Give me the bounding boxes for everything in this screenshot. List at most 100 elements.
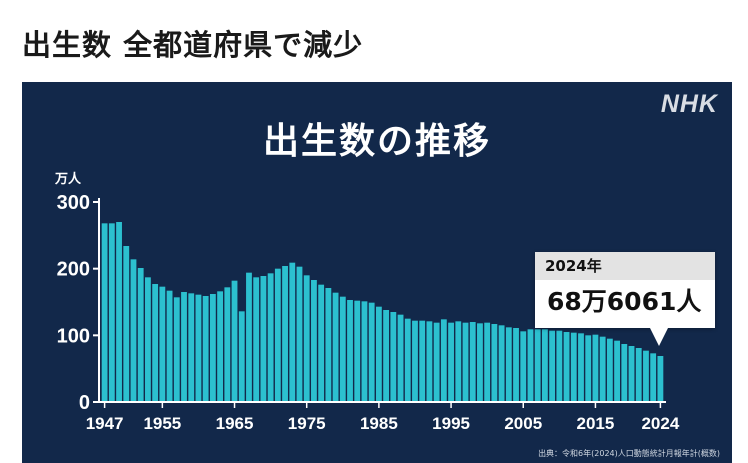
bar-1957 — [173, 297, 180, 402]
bar-2008 — [541, 329, 548, 402]
callout-value: 68万6061人 — [547, 287, 702, 316]
bar-2005 — [520, 331, 527, 402]
bar-1990 — [412, 320, 418, 402]
source-note: 出典：令和6年(2024)人口動態統計月報年計(概数) — [538, 449, 720, 458]
bar-2014 — [585, 335, 592, 402]
bar-2021 — [635, 348, 642, 402]
y-axis-unit: 万人 — [55, 172, 82, 187]
bar-2004 — [513, 328, 519, 402]
bar-1974 — [296, 266, 303, 402]
bar-1966 — [238, 311, 245, 402]
bar-1994 — [440, 319, 447, 402]
bar-1948 — [108, 223, 115, 402]
bar-1949 — [116, 222, 122, 402]
bar-2007 — [534, 329, 541, 402]
bar-1977 — [318, 284, 325, 402]
bar-2011 — [563, 332, 570, 402]
bar-1997 — [462, 322, 469, 402]
bar-1958 — [181, 292, 187, 402]
headline: 出生数 全都道府県で減少 — [22, 28, 364, 62]
bar-1970 — [267, 273, 274, 402]
bar-1984 — [368, 302, 375, 402]
bar-1969 — [260, 276, 267, 402]
bar-1982 — [354, 300, 361, 402]
x-tick-label-1965: 1965 — [216, 414, 254, 433]
bar-1987 — [390, 312, 397, 402]
bar-1992 — [426, 321, 433, 402]
bar-1972 — [282, 266, 288, 402]
bar-1981 — [347, 300, 353, 402]
bar-1985 — [375, 306, 382, 402]
bar-1991 — [419, 320, 426, 402]
bar-1961 — [202, 296, 209, 402]
chart-title: 出生数の推移 — [262, 121, 491, 162]
bar-1989 — [404, 318, 411, 402]
bar-1953 — [145, 277, 151, 402]
x-tick-label-1955: 1955 — [143, 414, 181, 433]
y-tick-label-0: 0 — [79, 392, 90, 414]
bar-1964 — [224, 287, 231, 402]
bar-1967 — [246, 272, 252, 402]
bar-1973 — [289, 262, 296, 402]
bar-1963 — [217, 291, 224, 402]
bar-2024 — [657, 356, 664, 402]
bar-1954 — [152, 284, 159, 402]
bar-2003 — [505, 327, 512, 402]
bar-2010 — [556, 330, 563, 402]
bar-2017 — [606, 338, 613, 402]
bar-1965 — [231, 280, 238, 402]
nhk-logo: NHK — [660, 90, 718, 118]
bar-2016 — [599, 336, 606, 402]
bar-2015 — [592, 334, 599, 402]
bar-series — [101, 222, 664, 402]
bar-1995 — [448, 322, 454, 402]
bar-1993 — [433, 322, 440, 402]
bar-2023 — [650, 353, 657, 402]
x-tick-label-1947: 1947 — [86, 414, 124, 433]
bar-1975 — [303, 275, 310, 402]
bar-1996 — [455, 321, 462, 402]
bar-1959 — [188, 293, 195, 402]
bar-1978 — [325, 288, 332, 402]
x-tick-label-1995: 1995 — [432, 414, 470, 433]
y-axis: 0 100 200 300 — [57, 192, 100, 414]
x-tick-label-2015: 2015 — [577, 414, 615, 433]
bar-1951 — [130, 259, 137, 402]
x-tick-label-1975: 1975 — [288, 414, 326, 433]
bar-1980 — [339, 296, 346, 402]
bar-1952 — [137, 268, 144, 402]
bar-2006 — [527, 329, 534, 402]
bar-2002 — [498, 325, 505, 402]
callout-pointer — [650, 328, 668, 346]
bar-1955 — [159, 286, 166, 402]
bar-2019 — [621, 344, 628, 402]
x-tick-label-2024: 2024 — [641, 414, 679, 433]
bar-2013 — [578, 333, 584, 402]
bar-2001 — [491, 324, 498, 402]
bar-1956 — [166, 290, 173, 402]
x-tick-label-2005: 2005 — [504, 414, 542, 433]
bar-2020 — [628, 346, 635, 402]
bar-2009 — [549, 330, 556, 402]
y-tick-label-300: 300 — [57, 192, 90, 214]
bar-1950 — [123, 246, 130, 402]
bar-1968 — [253, 277, 260, 402]
bar-1960 — [195, 294, 202, 402]
bar-1999 — [477, 323, 483, 402]
bar-1971 — [274, 268, 281, 402]
bar-1947 — [101, 223, 108, 402]
bar-1988 — [397, 314, 404, 402]
y-tick-label-100: 100 — [57, 325, 90, 347]
x-tick-label-1985: 1985 — [360, 414, 398, 433]
bar-1979 — [332, 292, 339, 402]
bar-2000 — [484, 322, 491, 402]
bar-1998 — [469, 322, 476, 402]
callout-year: 2024年 — [535, 252, 715, 280]
bar-chart: 0 100 200 300 1947 1955 1965 1975 1985 1995 2005 2… — [57, 192, 680, 433]
bar-1962 — [209, 294, 216, 402]
latest-value-callout: 2024年 68万6061人 — [535, 252, 715, 328]
bar-1976 — [311, 280, 317, 402]
bar-2022 — [643, 350, 649, 402]
bar-1986 — [383, 310, 390, 402]
y-tick-label-200: 200 — [57, 259, 90, 281]
